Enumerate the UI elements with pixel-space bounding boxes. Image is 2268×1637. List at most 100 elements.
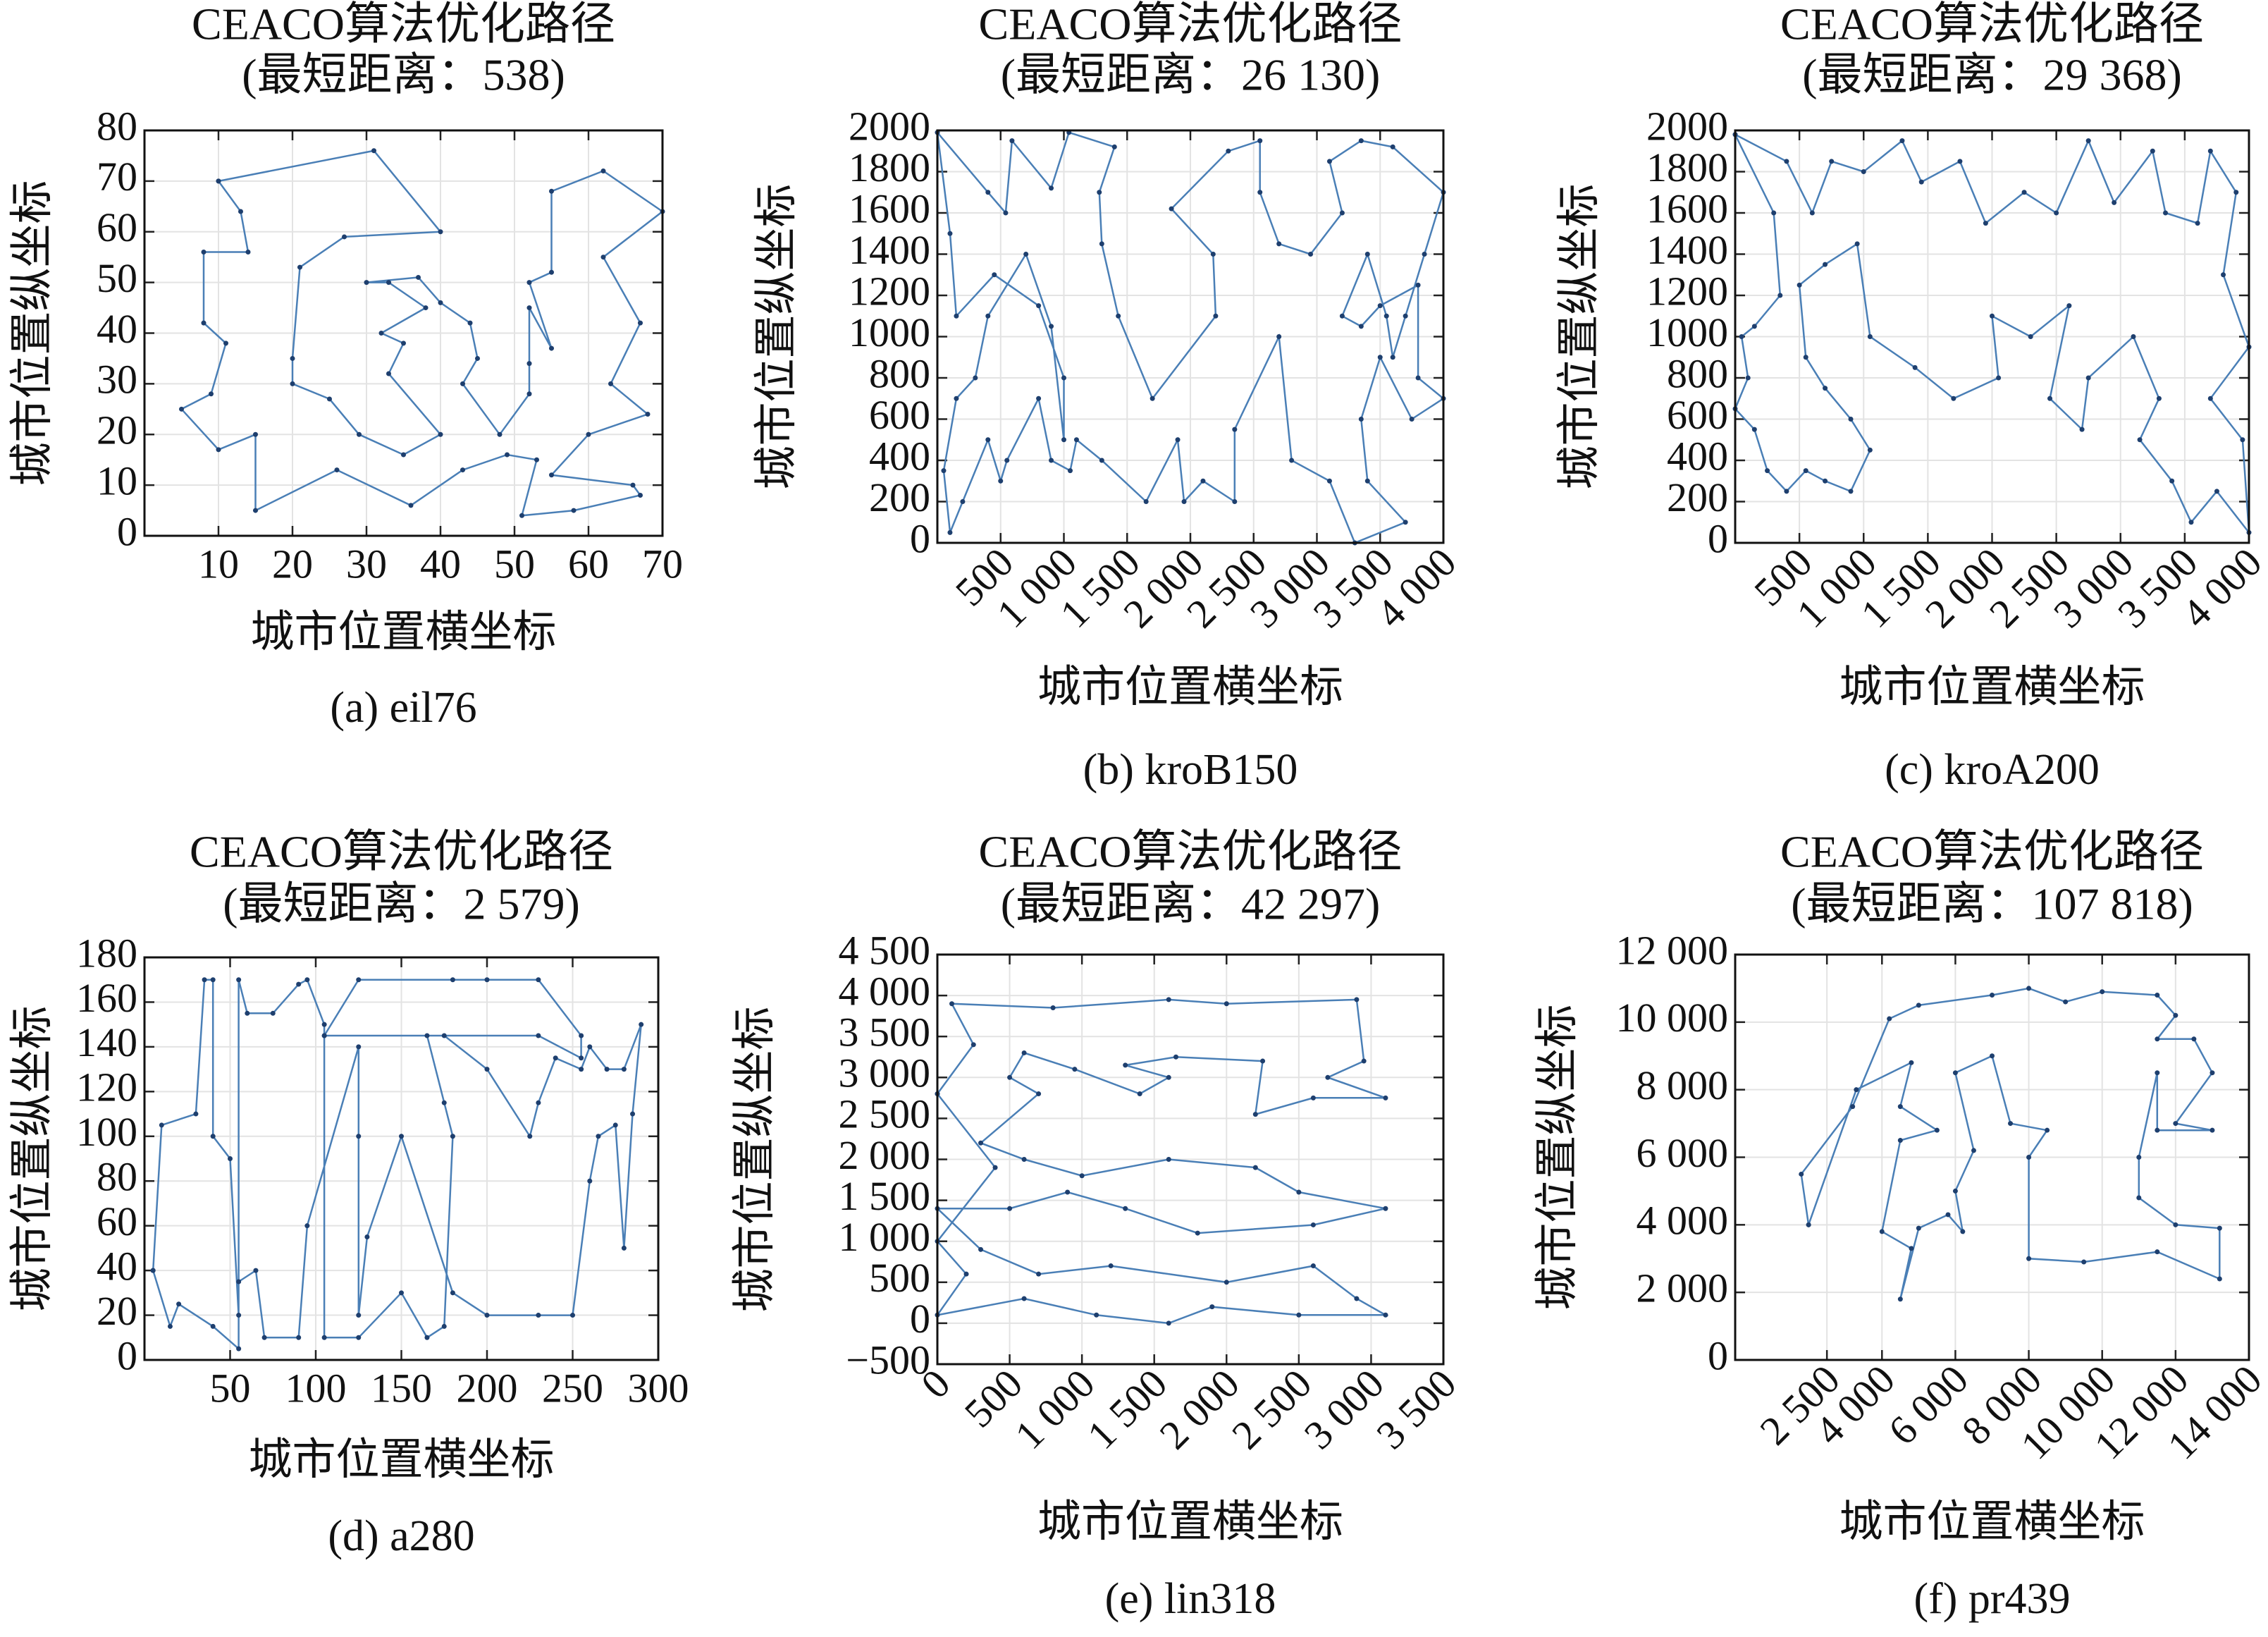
city-point (356, 1313, 362, 1318)
city-point (342, 234, 347, 240)
y-tick-label: 12 000 (1616, 927, 1729, 973)
city-point (1909, 1246, 1914, 1251)
city-point (245, 250, 251, 255)
city-point (2221, 272, 2226, 278)
city-point (963, 1271, 969, 1277)
city-point (210, 1134, 216, 1139)
y-tick-label: 3 500 (839, 1010, 931, 1055)
city-point (1403, 313, 1408, 319)
x-tick-label: 200 (457, 1365, 518, 1411)
y-tick-label: 20 (97, 1288, 137, 1334)
city-point (484, 1067, 490, 1072)
y-tick-label: 0 (910, 1296, 930, 1342)
city-point (1310, 1222, 1316, 1227)
x-axis-label: 城市位置横坐标 (250, 608, 556, 656)
city-point (261, 1335, 267, 1340)
city-point (1358, 138, 1364, 144)
city-point (985, 190, 991, 195)
caption: (c) kroA200 (1885, 746, 2100, 794)
city-point (236, 977, 242, 983)
y-tick-label: −500 (846, 1337, 930, 1382)
x-tick-label: 250 (542, 1365, 603, 1411)
y-tick-label: 1000 (1646, 309, 1728, 355)
subplot: CEACO算法优化路径(最短距离：538)10 20 30 40 50 60 7001020… (8, 0, 683, 732)
city-point (1289, 458, 1295, 463)
city-point (604, 1067, 610, 1072)
city-point (1079, 1173, 1085, 1179)
y-tick-label: 1200 (849, 268, 930, 314)
city-point (238, 209, 243, 214)
city-point (600, 255, 606, 260)
city-point (1777, 293, 1783, 298)
city-point (1377, 355, 1383, 360)
y-tick-label: 120 (76, 1065, 137, 1110)
y-tick-label: 140 (76, 1019, 137, 1065)
y-tick-label: 4 500 (839, 927, 931, 973)
city-point (985, 313, 991, 319)
y-tick-label: 0 (1708, 1332, 1728, 1378)
city-point (209, 391, 214, 397)
city-point (484, 977, 490, 983)
city-point (484, 1313, 490, 1318)
city-point (1166, 1320, 1171, 1326)
city-point (371, 148, 376, 154)
city-point (245, 1010, 250, 1016)
city-point (1123, 1062, 1128, 1068)
city-point (2026, 1256, 2032, 1261)
city-point (587, 1044, 593, 1050)
y-tick-label: 2 000 (839, 1132, 931, 1178)
city-point (949, 1001, 955, 1007)
city-point (1061, 437, 1066, 443)
city-point (1175, 437, 1181, 443)
city-point (1232, 427, 1238, 432)
chart-subtitle: (最短距离：26 130) (1001, 50, 1381, 100)
city-point (526, 361, 532, 367)
city-point (460, 467, 465, 473)
city-point (1745, 375, 1751, 381)
city-point (2155, 1249, 2160, 1255)
city-point (438, 300, 443, 305)
city-point (985, 437, 991, 443)
city-point (1094, 1312, 1099, 1318)
city-point (1960, 1229, 1966, 1234)
y-tick-label: 4 000 (839, 968, 931, 1014)
city-point (1166, 1074, 1171, 1080)
city-point (571, 508, 577, 513)
caption: (f) pr439 (1913, 1575, 2070, 1623)
city-point (2217, 1225, 2222, 1231)
city-point (1916, 1225, 1921, 1231)
city-point (526, 280, 532, 286)
city-point (441, 1100, 447, 1105)
y-tick-label: 80 (97, 103, 137, 149)
city-point (1061, 375, 1066, 381)
city-point (1867, 447, 1873, 453)
x-tick-label: 3 000 (1295, 1361, 1393, 1458)
city-point (2026, 986, 2032, 991)
city-point (549, 269, 554, 275)
city-point (1099, 241, 1104, 247)
city-point (549, 345, 554, 351)
city-point (1023, 252, 1029, 257)
city-point (386, 371, 391, 376)
city-point (236, 1313, 242, 1318)
caption: (e) lin318 (1105, 1575, 1276, 1623)
city-point (210, 977, 216, 983)
caption: (b) kroB150 (1083, 746, 1298, 794)
city-point (1823, 386, 1828, 391)
city-point (1036, 1271, 1042, 1277)
city-point (1049, 324, 1054, 329)
city-point (2026, 1155, 2032, 1160)
city-point (408, 503, 414, 508)
city-point (179, 406, 184, 412)
city-point (505, 452, 510, 458)
city-point (2045, 1127, 2050, 1133)
axes-frame (936, 129, 1445, 544)
city-point (1210, 252, 1216, 257)
city-point (321, 1033, 327, 1038)
city-point (296, 981, 302, 987)
city-point (1181, 499, 1187, 504)
city-point (2028, 334, 2033, 339)
city-point (1361, 1058, 1367, 1064)
city-point (645, 412, 651, 417)
chart-title: CEACO算法优化路径 (979, 0, 1403, 49)
